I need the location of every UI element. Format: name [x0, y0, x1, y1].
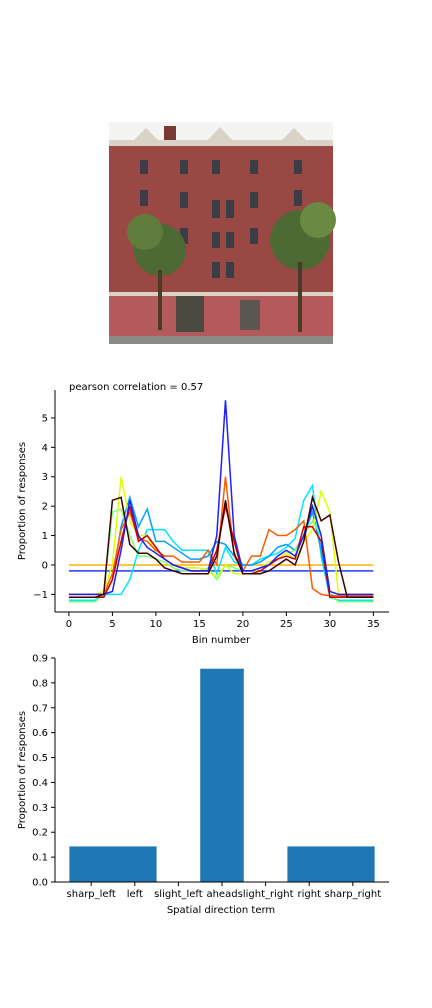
bar	[287, 846, 332, 882]
x-tick-label: slight_right	[238, 889, 294, 900]
y-axis-label: Proportion of responses	[17, 711, 28, 829]
y-tick-label: 0.9	[32, 654, 48, 665]
y-tick-label: 2	[42, 502, 48, 513]
photo	[109, 122, 336, 344]
chart-title: pearson correlation = 0.57	[69, 382, 203, 393]
y-tick-label: 1	[42, 531, 48, 542]
y-tick-label: 0.6	[32, 728, 48, 739]
x-tick-label: sharp_left	[67, 889, 116, 900]
line-series	[68, 476, 374, 596]
y-tick-label: 0.1	[32, 853, 48, 864]
y-tick-label: 0.7	[32, 703, 48, 714]
x-tick-label: 15	[193, 619, 206, 630]
line-series	[68, 494, 374, 599]
y-tick-label: 0.5	[32, 753, 48, 764]
x-tick-label: 25	[280, 619, 293, 630]
x-tick-label: 35	[367, 619, 380, 630]
x-tick-label: 0	[66, 619, 72, 630]
bar	[200, 668, 244, 882]
y-tick-label: 0.2	[32, 828, 48, 839]
line-series	[68, 400, 374, 596]
y-tick-label: 0.3	[32, 803, 48, 814]
x-tick-label: 30	[323, 619, 336, 630]
x-tick-label: slight_left	[154, 889, 203, 900]
x-axis-label: Bin number	[192, 635, 251, 646]
x-tick-label: ahead	[206, 889, 237, 900]
x-tick-label: left	[127, 889, 143, 900]
y-tick-label: 5	[42, 413, 48, 424]
y-tick-label: −1	[33, 590, 48, 601]
y-axis-label: Proportion of responses	[17, 442, 28, 560]
x-tick-label: 20	[237, 619, 250, 630]
y-tick-label: 3	[42, 472, 48, 483]
x-tick-label: right	[297, 889, 321, 900]
y-tick-label: 0.8	[32, 678, 48, 689]
x-tick-label: 5	[109, 619, 115, 630]
x-tick-label: sharp_right	[324, 889, 381, 900]
y-tick-label: 0.4	[32, 778, 48, 789]
x-tick-label: 10	[150, 619, 163, 630]
y-tick-label: 4	[42, 443, 48, 454]
line-series	[68, 476, 374, 597]
line-series	[68, 483, 374, 601]
y-tick-label: 0	[42, 560, 48, 571]
bar	[112, 846, 157, 882]
x-axis-label: Spatial direction term	[167, 905, 275, 916]
bar	[331, 846, 375, 882]
y-tick-label: 0.0	[32, 878, 48, 889]
bar	[69, 846, 113, 882]
